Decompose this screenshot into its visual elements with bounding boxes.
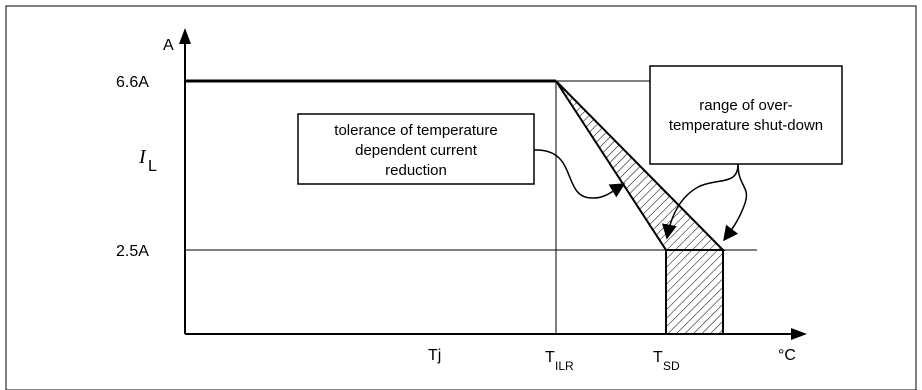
y-tick-label-6-6a: 6.6A [116, 74, 149, 91]
x-tick-label-t-sd-subscript: SD [663, 359, 680, 373]
shutdown-callout-arrow-left [661, 163, 739, 240]
y-axis-arrow-icon [179, 28, 191, 44]
shutdown-callout-box [649, 65, 843, 165]
x-tick-label-t-sd: T [653, 349, 663, 366]
tolerance-callout-line-1: tolerance of temperature [334, 122, 497, 139]
y-axis-unit: A [163, 37, 174, 54]
x-axis-symbol: Tj [428, 347, 441, 364]
tolerance-callout-line-2: dependent current [355, 142, 478, 159]
x-axis-unit: °C [778, 347, 796, 364]
shutdown-callout-arrow-right [723, 163, 748, 242]
x-tick-label-t-ilr: T [545, 349, 555, 366]
y-axis-symbol: I [138, 146, 147, 168]
shutdown-callout-line-1: range of over- [699, 97, 792, 114]
tolerance-callout-line-3: reduction [385, 162, 447, 179]
shutdown-region [665, 249, 724, 335]
x-axis-arrow-icon [791, 328, 807, 340]
y-tick-label-2-5a: 2.5A [116, 243, 149, 260]
figure-frame [5, 5, 917, 390]
shutdown-callout-line-2: temperature shut-down [669, 117, 823, 134]
tolerance-callout-arrow [533, 149, 626, 199]
x-tick-label-t-ilr-subscript: ILR [555, 359, 574, 373]
y-axis-symbol-subscript: L [148, 158, 157, 175]
tolerance-callout-box [297, 113, 535, 185]
